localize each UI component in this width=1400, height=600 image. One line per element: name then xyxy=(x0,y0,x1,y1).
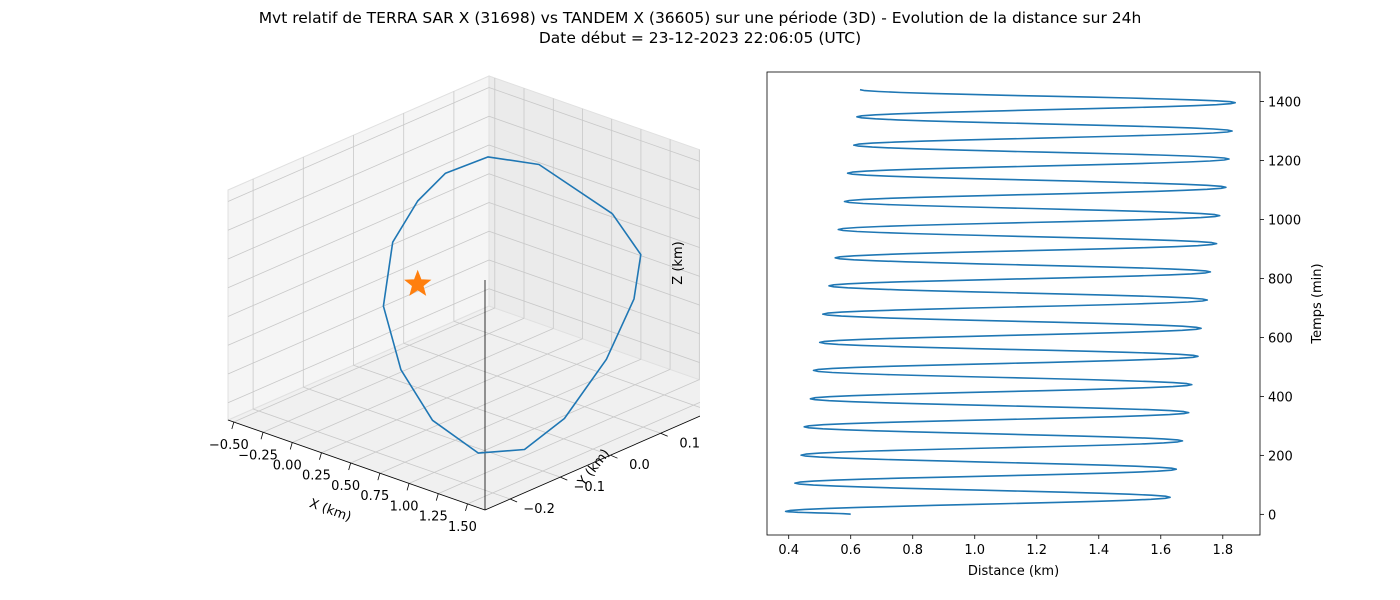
y-tick-label: 200 xyxy=(1268,449,1293,464)
x-tick xyxy=(260,432,264,440)
y-grid-floor xyxy=(353,364,611,456)
z-grid-left xyxy=(227,87,490,202)
x-tick-label: −0.50 xyxy=(209,438,249,453)
x-tick-label: 0.4 xyxy=(778,543,799,558)
y-tick-label: 0.1 xyxy=(679,436,700,451)
z-grid-left xyxy=(227,173,490,289)
x-tick-label: 0.25 xyxy=(302,469,331,484)
x-axis-line xyxy=(227,419,486,511)
x-tick-label: 1.8 xyxy=(1212,543,1233,558)
y-tick-label: 800 xyxy=(1268,272,1293,287)
plot-frame xyxy=(766,71,1261,536)
z-grid-back xyxy=(488,115,700,191)
x-tick-label: 1.50 xyxy=(448,520,477,535)
z-grid-back xyxy=(488,87,700,162)
x-grid-floor xyxy=(321,338,583,454)
z-grid-left xyxy=(227,144,490,260)
x-tick xyxy=(231,421,235,430)
y-axis-label: Temps (min) xyxy=(1310,263,1325,344)
z-grid-back xyxy=(488,202,700,277)
x-tick-label: 1.25 xyxy=(419,510,448,525)
x-grid-floor xyxy=(379,358,642,474)
y-tick-label: 600 xyxy=(1268,331,1293,346)
y-tick-label: 0.0 xyxy=(629,458,650,473)
z-grid-left xyxy=(227,202,490,317)
distance-series-line xyxy=(784,88,1236,516)
y-axis-line xyxy=(484,415,700,511)
relative-orbit-line xyxy=(382,156,642,454)
z-grid-back xyxy=(488,144,700,220)
x-tick-label: 1.00 xyxy=(390,499,419,514)
x-grid-floor xyxy=(408,369,671,484)
y-tick-label: 400 xyxy=(1268,390,1293,405)
y-tick xyxy=(509,498,518,503)
x-tick xyxy=(435,493,439,501)
y-tick-label: 0 xyxy=(1268,508,1276,523)
x-grid-floor xyxy=(438,379,700,494)
y-tick-label: 1400 xyxy=(1268,95,1301,110)
x-grid-floor xyxy=(233,307,495,423)
x-tick xyxy=(465,503,468,511)
x-tick-label: −0.25 xyxy=(238,448,278,463)
y-tick-label: 1200 xyxy=(1268,154,1301,169)
y-tick xyxy=(660,432,668,437)
chart-3d-relative-motion: −0.50−0.250.000.250.500.751.001.251.50 −0… xyxy=(209,75,700,535)
y-tick xyxy=(560,476,568,481)
x-tick-label: 1.4 xyxy=(1088,543,1109,558)
x-grid-floor xyxy=(292,328,554,443)
x-tick xyxy=(319,452,322,460)
y-tick-label: −0.1 xyxy=(573,480,605,495)
z-grid-back xyxy=(488,173,700,249)
z-grid-left xyxy=(227,259,490,375)
x-tick-label: 0.00 xyxy=(273,459,302,474)
x-tick-label: 1.0 xyxy=(964,543,985,558)
x-axis-label: Distance (km) xyxy=(968,564,1059,579)
z-grid-left xyxy=(227,288,490,404)
x-grid-floor xyxy=(262,317,525,433)
x-tick-label: 1.2 xyxy=(1026,543,1047,558)
z-grid-left xyxy=(227,115,490,231)
x-tick-label: 0.6 xyxy=(840,543,861,558)
y-grid-floor xyxy=(453,320,700,408)
y-tick-label: −0.2 xyxy=(523,502,555,517)
origin-star-marker xyxy=(404,269,432,296)
z-grid-back xyxy=(488,259,700,335)
x-tick xyxy=(348,462,352,471)
z-grid-back xyxy=(488,230,700,306)
y-grid-floor xyxy=(403,342,661,434)
x-tick-label: 0.50 xyxy=(331,479,360,494)
z-axis-label: Z (km) xyxy=(671,241,686,284)
y-grid-floor xyxy=(303,386,561,478)
chart-subtitle: Date début = 23-12-2023 22:06:05 (UTC) xyxy=(538,29,862,47)
y-tick xyxy=(610,454,618,459)
chart-title: Mvt relatif de TERRA SAR X (31698) vs TA… xyxy=(258,9,1142,27)
y-grid-floor xyxy=(252,408,511,500)
x-grid-floor xyxy=(467,401,700,505)
x-tick-label: 0.8 xyxy=(902,543,923,558)
pane-back xyxy=(488,75,700,381)
x-tick xyxy=(377,473,381,481)
x-grid-floor xyxy=(350,348,612,464)
x-tick xyxy=(406,483,410,491)
x-tick-label: 1.6 xyxy=(1150,543,1171,558)
x-tick xyxy=(289,442,293,450)
y-tick-label: 1000 xyxy=(1268,213,1301,228)
x-tick-label: 0.75 xyxy=(360,489,389,504)
z-grid-left xyxy=(227,230,490,346)
